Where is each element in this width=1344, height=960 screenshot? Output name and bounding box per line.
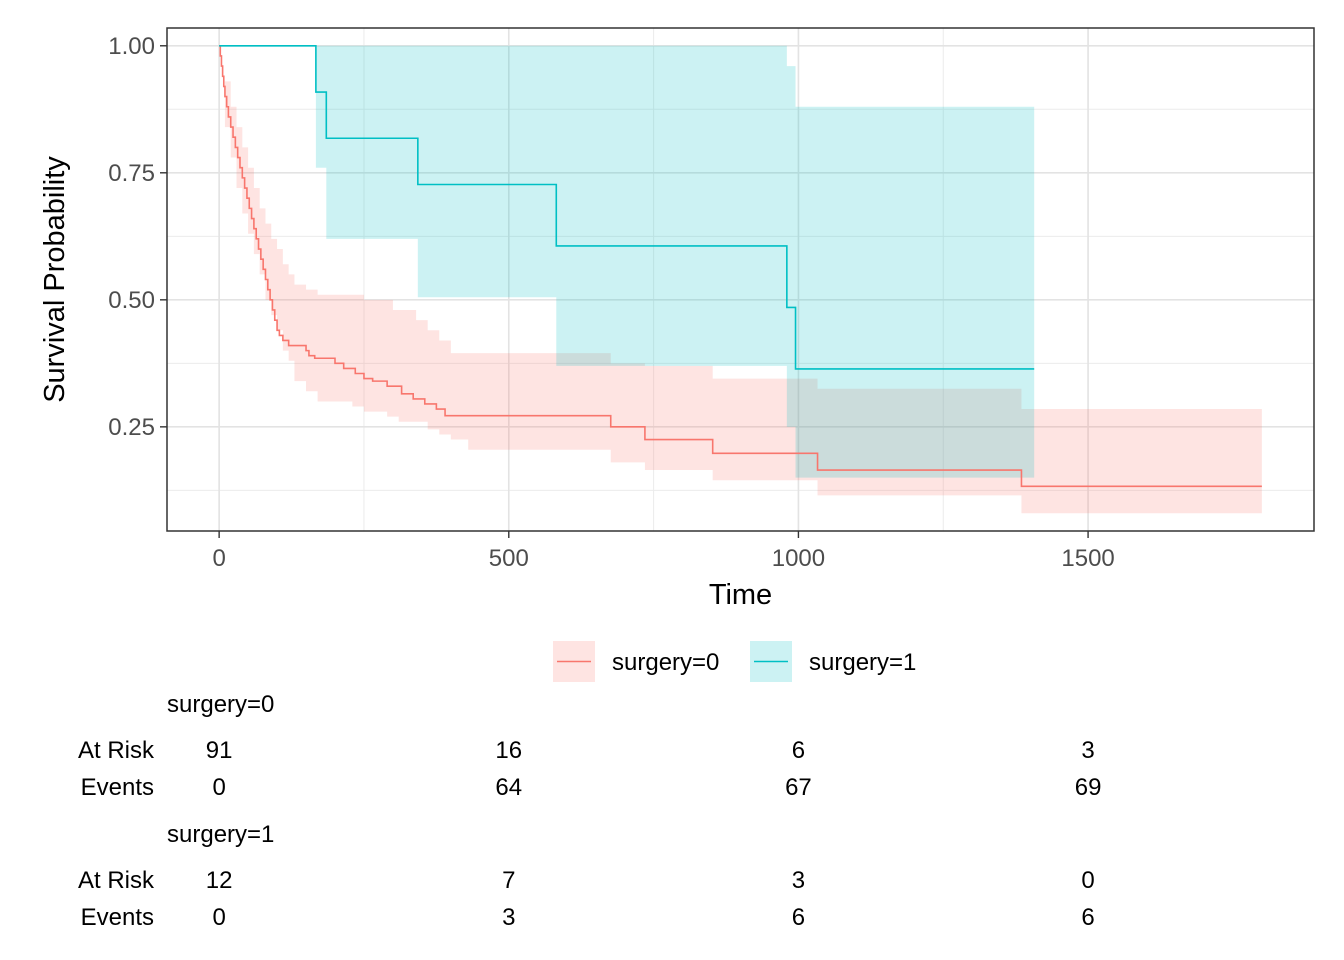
risk-table-at-risk-value: 3 (792, 867, 805, 894)
risk-table-row-label: At Risk (78, 867, 155, 894)
x-tick-label: 0 (212, 545, 225, 572)
y-tick-label: 0.75 (108, 160, 155, 187)
risk-table-events-value: 3 (502, 904, 515, 931)
risk-table-events-value: 0 (212, 904, 225, 931)
legend-label: surgery=1 (809, 649, 916, 676)
risk-table: surgery=0At RiskEvents9101664667369surge… (78, 691, 1101, 931)
risk-table-at-risk-value: 91 (206, 737, 233, 764)
risk-table-stratum: surgery=1 (167, 821, 274, 848)
risk-table-at-risk-value: 0 (1081, 867, 1094, 894)
risk-table-events-value: 64 (495, 774, 522, 801)
x-tick-label: 1500 (1061, 545, 1114, 572)
y-tick-label: 1.00 (108, 33, 155, 60)
risk-table-events-value: 6 (792, 904, 805, 931)
survival-curves (219, 44, 1262, 488)
risk-table-stratum: surgery=0 (167, 691, 274, 718)
x-tick-label: 1000 (772, 545, 825, 572)
axes: 0 500 1000 1500 0.25 0.50 0.75 1.00 (108, 33, 1114, 572)
x-tick-label: 500 (489, 545, 529, 572)
x-axis-title: Time (709, 579, 772, 611)
grid-lines (167, 28, 1314, 531)
survival-line-2 (219, 44, 1035, 370)
y-tick-label: 0.50 (108, 287, 155, 314)
risk-table-events-value: 0 (212, 774, 225, 801)
ci-ribbon-1 (219, 45, 1262, 514)
risk-table-events-value: 6 (1081, 904, 1094, 931)
risk-table-at-risk-value: 12 (206, 867, 233, 894)
risk-table-at-risk-value: 3 (1081, 737, 1094, 764)
risk-table-at-risk-value: 6 (792, 737, 805, 764)
y-axis-title: Survival Probability (39, 156, 71, 403)
risk-table-at-risk-value: 7 (502, 867, 515, 894)
legend: surgery=0 surgery=1 (553, 641, 916, 682)
risk-table-events-value: 67 (785, 774, 812, 801)
risk-table-row-label: Events (81, 904, 154, 931)
legend-label: surgery=0 (612, 649, 719, 676)
risk-table-row-label: At Risk (78, 737, 155, 764)
panel-border (166, 27, 1315, 532)
y-tick-label: 0.25 (108, 414, 155, 441)
risk-table-row-label: Events (81, 774, 154, 801)
risk-table-events-value: 69 (1075, 774, 1102, 801)
survival-line-1 (219, 44, 1262, 488)
risk-table-at-risk-value: 16 (495, 737, 522, 764)
